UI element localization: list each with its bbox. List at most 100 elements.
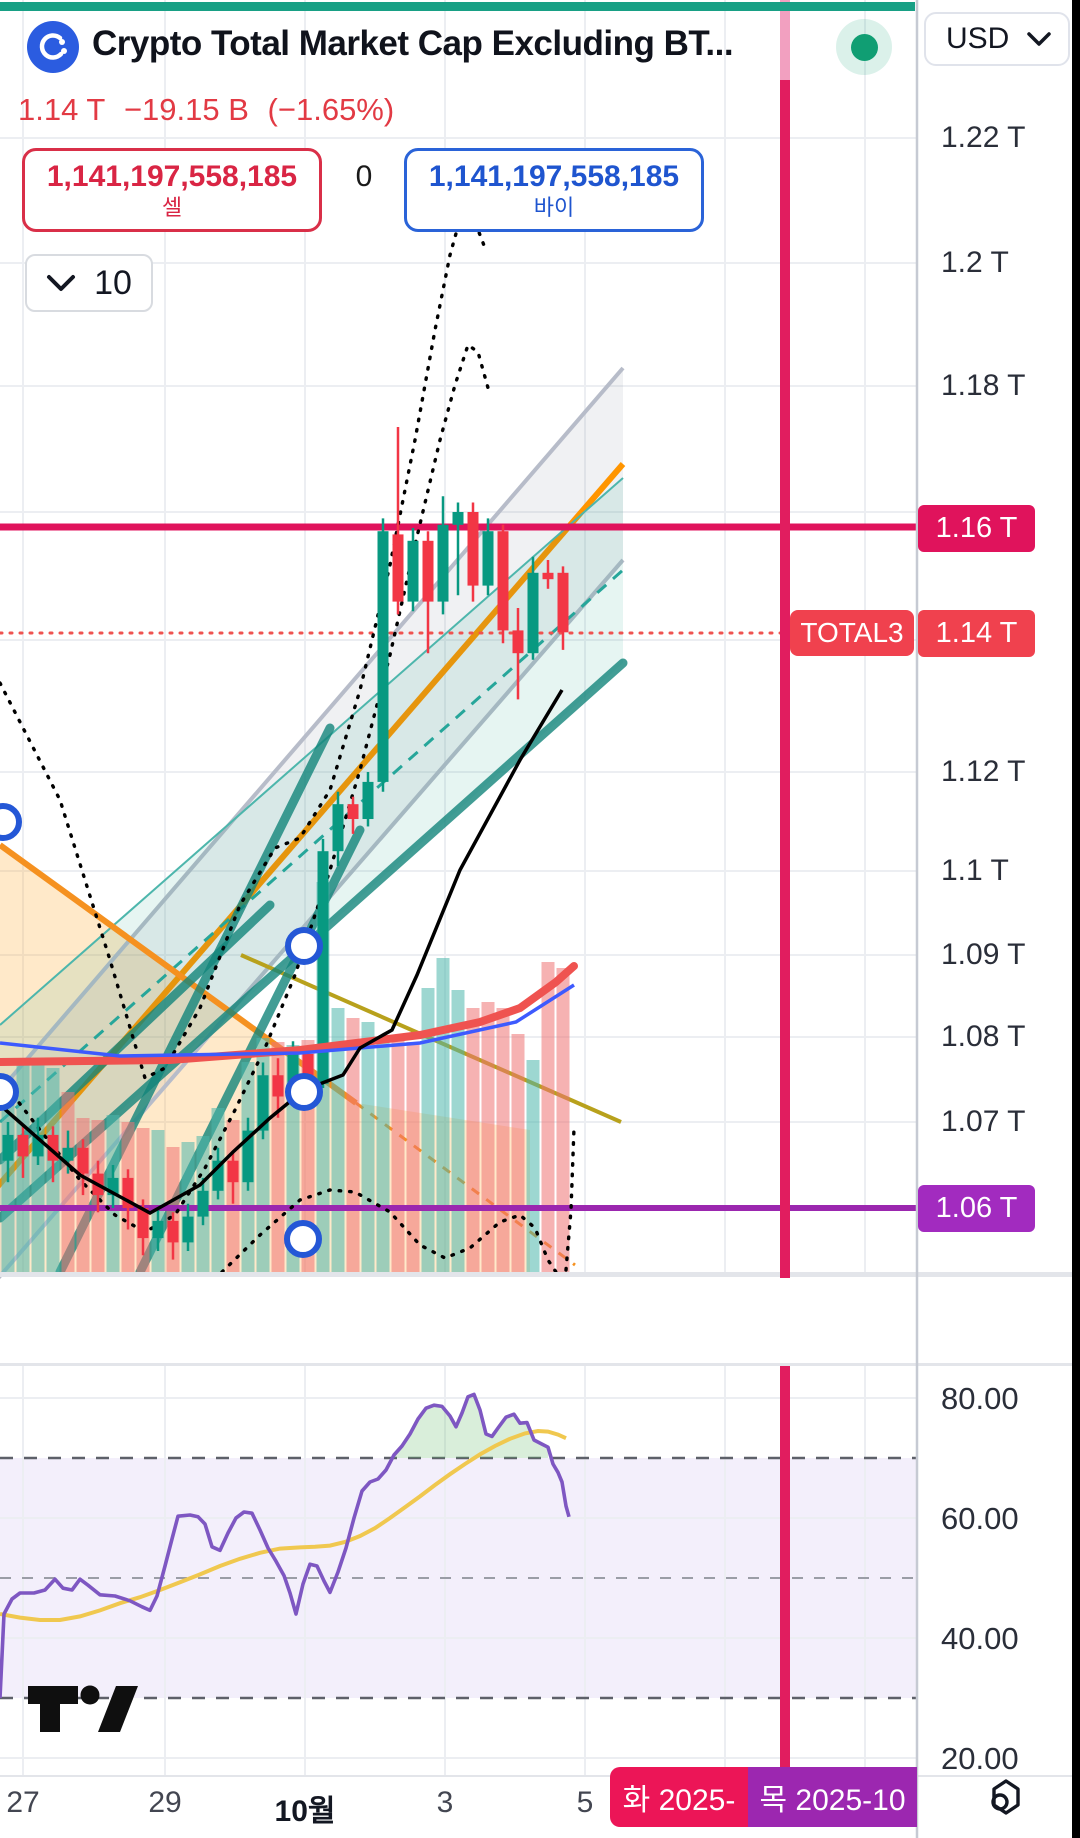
drawing-anchor [284, 1220, 322, 1258]
sell-label: 셀 [161, 194, 183, 220]
price-axis-label: 1.08 T [941, 1020, 1026, 1053]
indicator-axis-label: 80.00 [941, 1381, 1019, 1416]
candle-body [242, 1130, 254, 1183]
sell-button[interactable]: 1,141,197,558,185 셀 [22, 148, 322, 232]
chevron-down-icon [1027, 32, 1051, 46]
candle-body [482, 531, 494, 586]
candle-body [2, 1134, 14, 1161]
price-axis-label: 1.1 T [941, 854, 1009, 887]
price-axis-label: 1.07 T [941, 1105, 1026, 1138]
candle-body [347, 804, 359, 820]
volume-bar [526, 1060, 540, 1272]
settings-gear-icon[interactable] [972, 1774, 1028, 1835]
candle-body [542, 572, 554, 580]
candle-body [272, 1075, 284, 1097]
volume-bar [451, 990, 465, 1272]
time-axis-label: 27 [6, 1786, 40, 1819]
volume-bar [361, 1022, 375, 1272]
drawing-anchor [0, 1073, 19, 1111]
volume-bar [31, 1065, 45, 1272]
ma-red [0, 962, 578, 1066]
date-range-badge: 목 2025-10 [748, 1767, 917, 1827]
candle-body [392, 534, 404, 602]
buy-button[interactable]: 1,141,197,558,185 바이 [404, 148, 704, 232]
crosshair-vline-main [780, 80, 790, 1278]
bollinger-band [0, 342, 492, 1234]
screen-edge-strip [1072, 0, 1080, 1838]
candle-body [167, 1220, 179, 1243]
tradingview-logo[interactable] [26, 1684, 146, 1741]
volume-bar [466, 1008, 480, 1272]
teal-trendline [55, 723, 335, 1277]
candle-body [452, 512, 464, 525]
drawing-anchor [285, 927, 323, 965]
candle-body [497, 531, 509, 631]
buy-label: 바이 [533, 194, 575, 220]
ma-black [0, 689, 564, 1215]
price-badge: 1.14 T [918, 610, 1035, 657]
candle-body [377, 531, 389, 782]
market-status-icon [836, 19, 892, 75]
green-channel-fill [0, 478, 623, 1218]
candle-body [62, 1147, 74, 1161]
candle-body [17, 1134, 29, 1157]
volume-bar [496, 1008, 510, 1272]
volume-bar [406, 1042, 420, 1272]
drawing-anchor [0, 803, 22, 841]
green-channel-upper [0, 477, 624, 1026]
symbol-logo-icon[interactable] [27, 21, 79, 73]
candle-body [407, 540, 419, 602]
rsi-ma-line [0, 1428, 567, 1622]
time-axis-label: 29 [148, 1786, 182, 1819]
time-axis-label: 3 [436, 1786, 454, 1819]
drawing-anchor [285, 1073, 323, 1111]
candle-body [197, 1190, 209, 1217]
interval-selector[interactable]: 10 [25, 254, 153, 312]
candle-body [527, 572, 539, 654]
spread-value: 0 [355, 160, 373, 193]
price-axis-label: 1.09 T [941, 938, 1026, 971]
candle-body [512, 630, 524, 654]
candle-body [302, 1054, 314, 1084]
date-range-badge: 화 2025- [610, 1767, 748, 1827]
candle-body [422, 540, 434, 602]
indicator-axis-label: 40.00 [941, 1621, 1019, 1656]
symbol-price-badge: TOTAL3 [790, 610, 914, 656]
rsi-overbought-fill [394, 1394, 548, 1458]
candle-body [257, 1075, 269, 1131]
price-axis-label: 1.22 T [941, 121, 1026, 154]
candle-body [317, 851, 329, 1084]
rsi-band [0, 1458, 917, 1698]
interval-value: 10 [94, 263, 132, 302]
volume-bar [436, 958, 450, 1272]
candle-body [77, 1147, 89, 1174]
price-axis-label: 1.18 T [941, 369, 1026, 402]
volume-bar [61, 1092, 75, 1272]
top-progress-bar [0, 2, 915, 11]
indicator-axis-label: 60.00 [941, 1501, 1019, 1536]
time-axis-label: 10월 [274, 1795, 336, 1828]
price-change-percent: (−1.65%) [267, 92, 395, 127]
candle-body [467, 512, 479, 586]
candle-body [212, 1160, 224, 1191]
candle-body [227, 1160, 239, 1183]
price-change-line: 1.14 T −19.15 B (−1.65%) [18, 92, 404, 128]
crosshair-vline-rsi [780, 1366, 790, 1767]
volume-bar [481, 1002, 495, 1272]
pane-separator [0, 1363, 1080, 1366]
symbol-title[interactable]: Crypto Total Market Cap Excluding BT... [92, 24, 734, 63]
candle-body [137, 1208, 149, 1239]
rsi-line [0, 1392, 571, 1699]
candle-body [122, 1177, 134, 1208]
candle-body [557, 572, 569, 633]
candle-body [152, 1220, 164, 1239]
volume-bar [271, 1042, 285, 1272]
volume-bar [391, 1038, 405, 1272]
candle-body [182, 1216, 194, 1243]
currency-selector[interactable]: USD [924, 12, 1070, 66]
axis-separator [0, 1775, 1080, 1777]
candle-body [437, 524, 449, 602]
sell-price: 1,141,197,558,185 [46, 160, 298, 194]
